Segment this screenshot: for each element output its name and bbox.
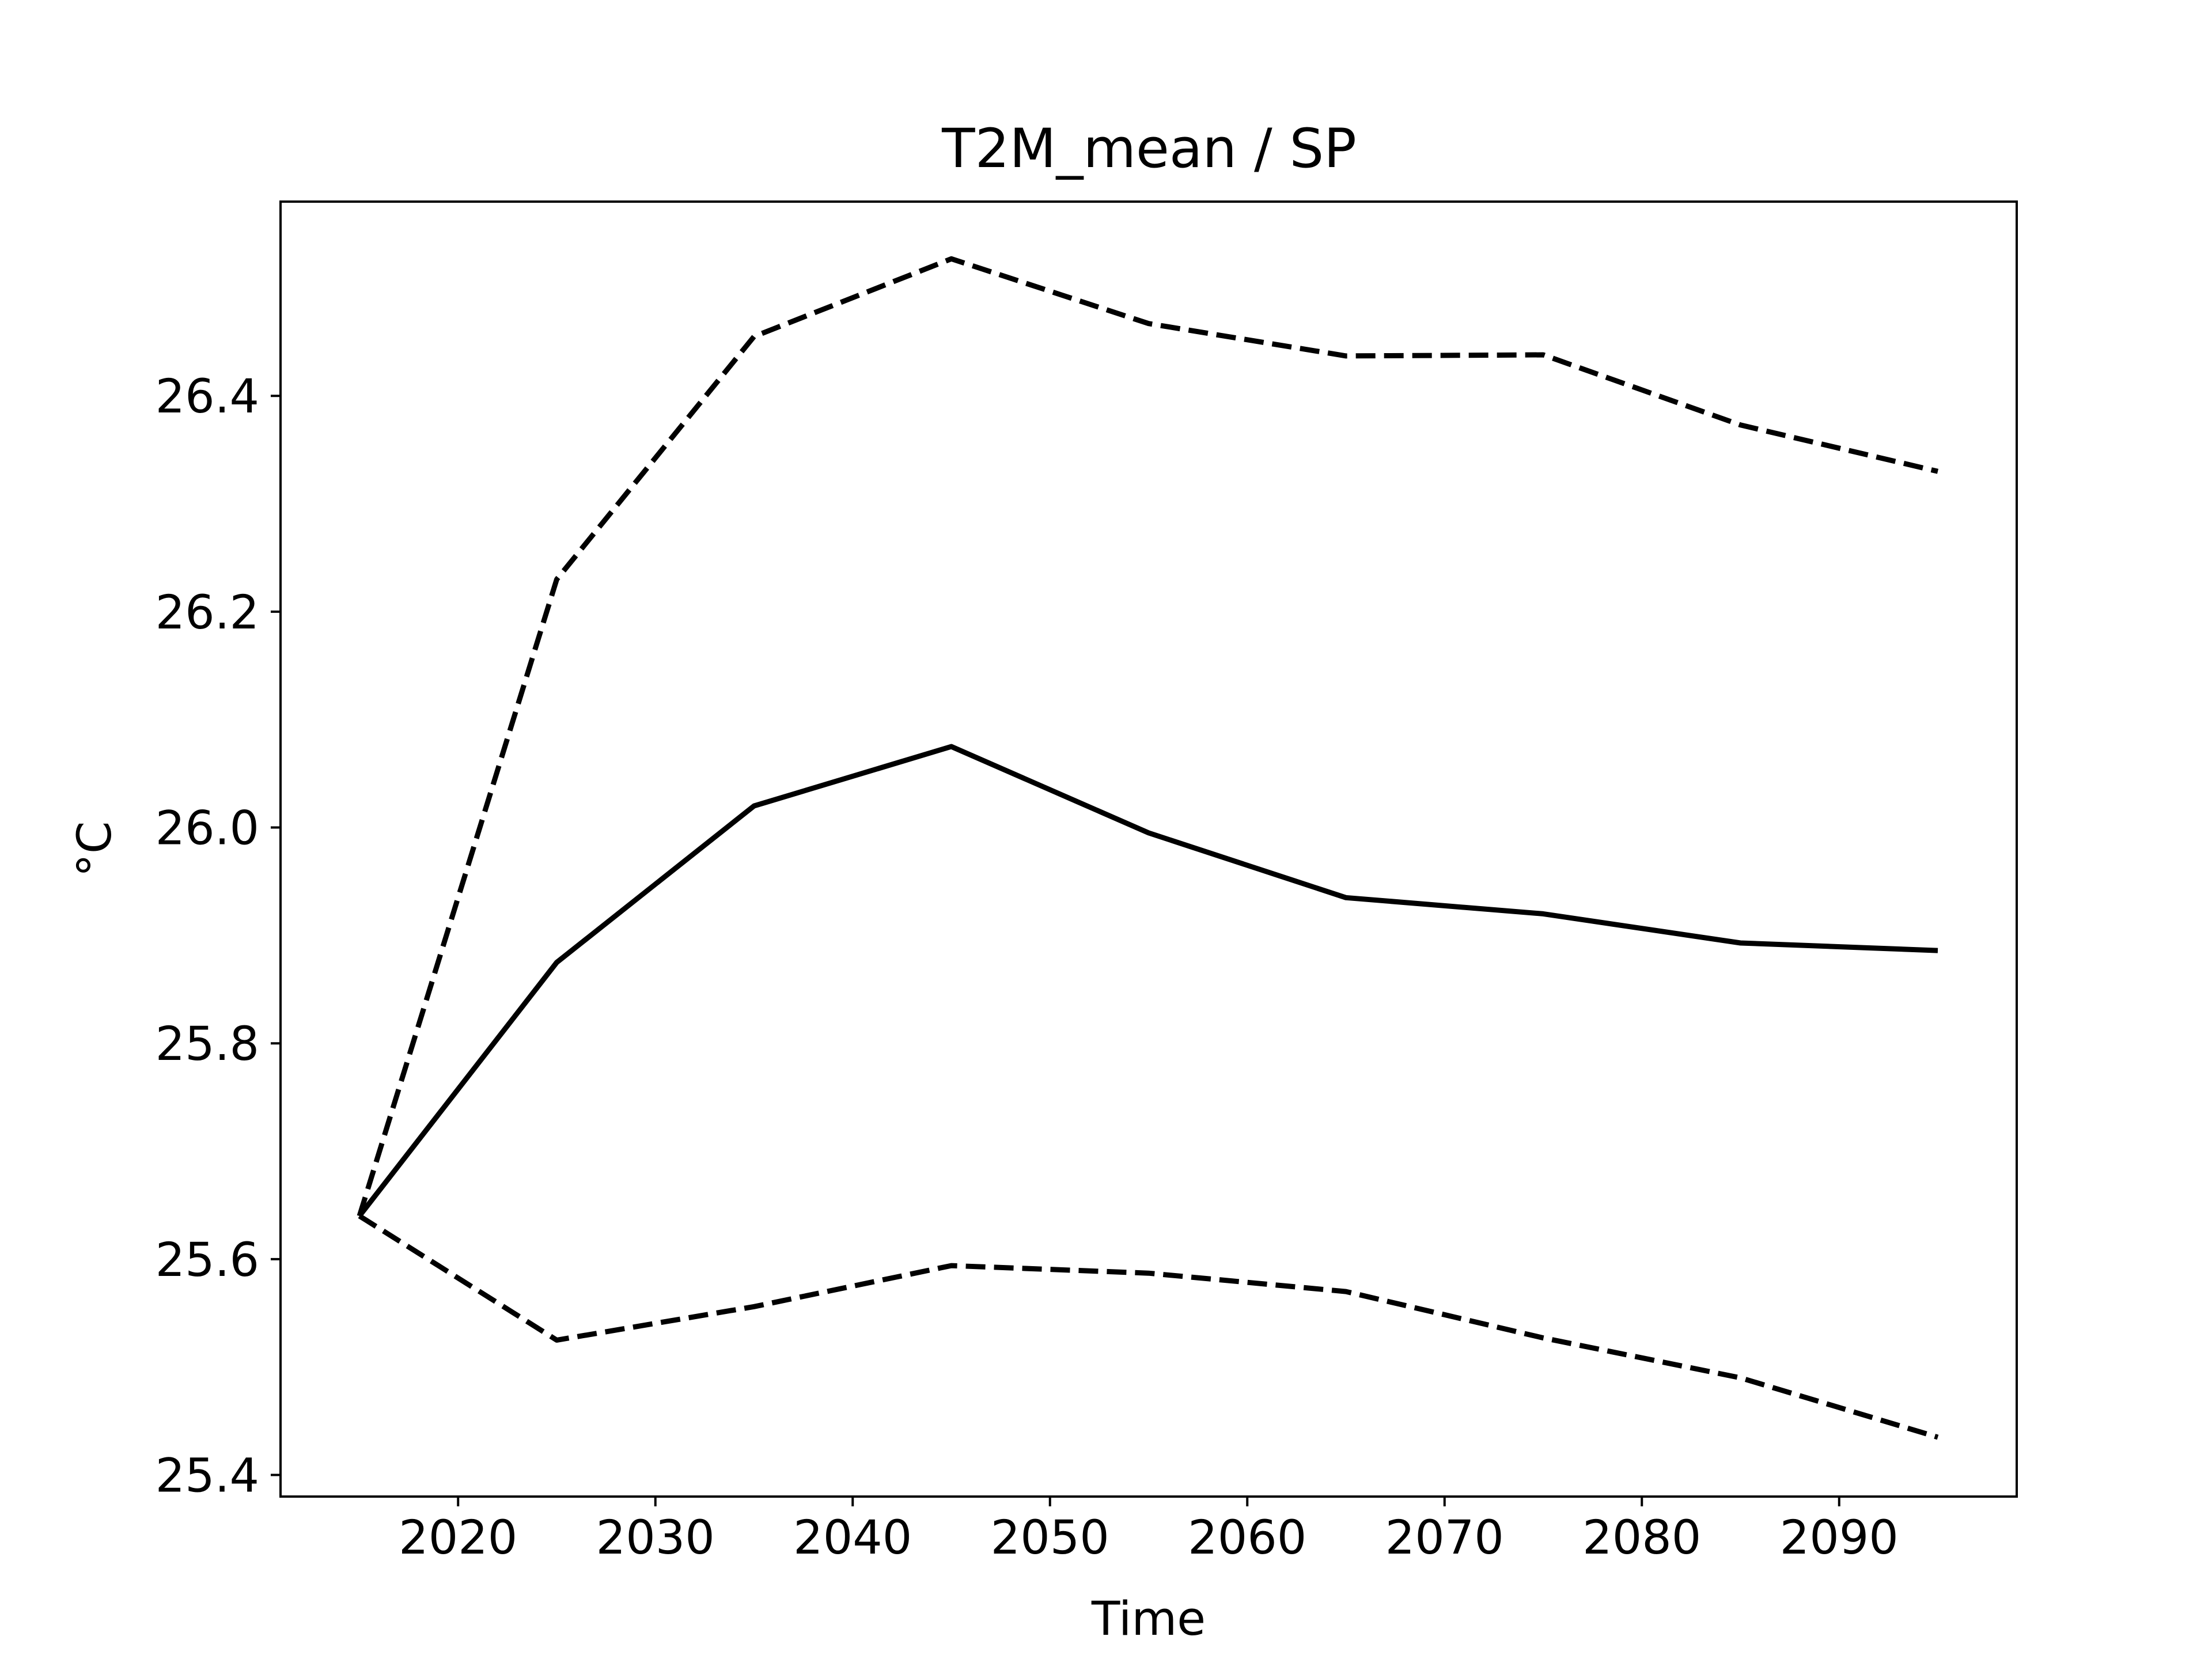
- series-line-1: [357, 744, 1938, 1218]
- y-tick-label: 26.2: [156, 586, 259, 640]
- y-tick-label: 25.6: [156, 1233, 259, 1287]
- y-tick-label: 25.8: [156, 1017, 259, 1071]
- x-tick-label: 2030: [596, 1511, 715, 1565]
- y-tick-label: 25.4: [156, 1449, 259, 1503]
- y-axis-label: °C: [68, 821, 122, 877]
- x-tick-label: 2050: [991, 1511, 1109, 1565]
- y-tick-label: 26.0: [156, 802, 259, 856]
- x-axis: 2020 2030 2040 2050 2060 2070 2080 2090: [399, 1497, 1899, 1565]
- x-tick-label: 2090: [1780, 1511, 1899, 1565]
- x-tick-label: 2040: [793, 1511, 912, 1565]
- x-axis-label: Time: [1091, 1592, 1206, 1646]
- x-tick-label: 2060: [1188, 1511, 1306, 1565]
- plot-area: [357, 256, 1939, 1440]
- y-axis: 25.4 25.6 25.8 26.0 26.2 26.4: [156, 370, 281, 1503]
- y-tick-label: 26.4: [156, 370, 259, 424]
- x-tick-label: 2070: [1385, 1511, 1504, 1565]
- chart-title: T2M_mean / SP: [941, 118, 1357, 180]
- x-tick-label: 2080: [1582, 1511, 1701, 1565]
- series-line-3: [358, 1214, 1939, 1440]
- plot-frame: [279, 200, 2018, 1498]
- x-tick-label: 2020: [399, 1511, 517, 1565]
- series-line-2: [357, 256, 1939, 1217]
